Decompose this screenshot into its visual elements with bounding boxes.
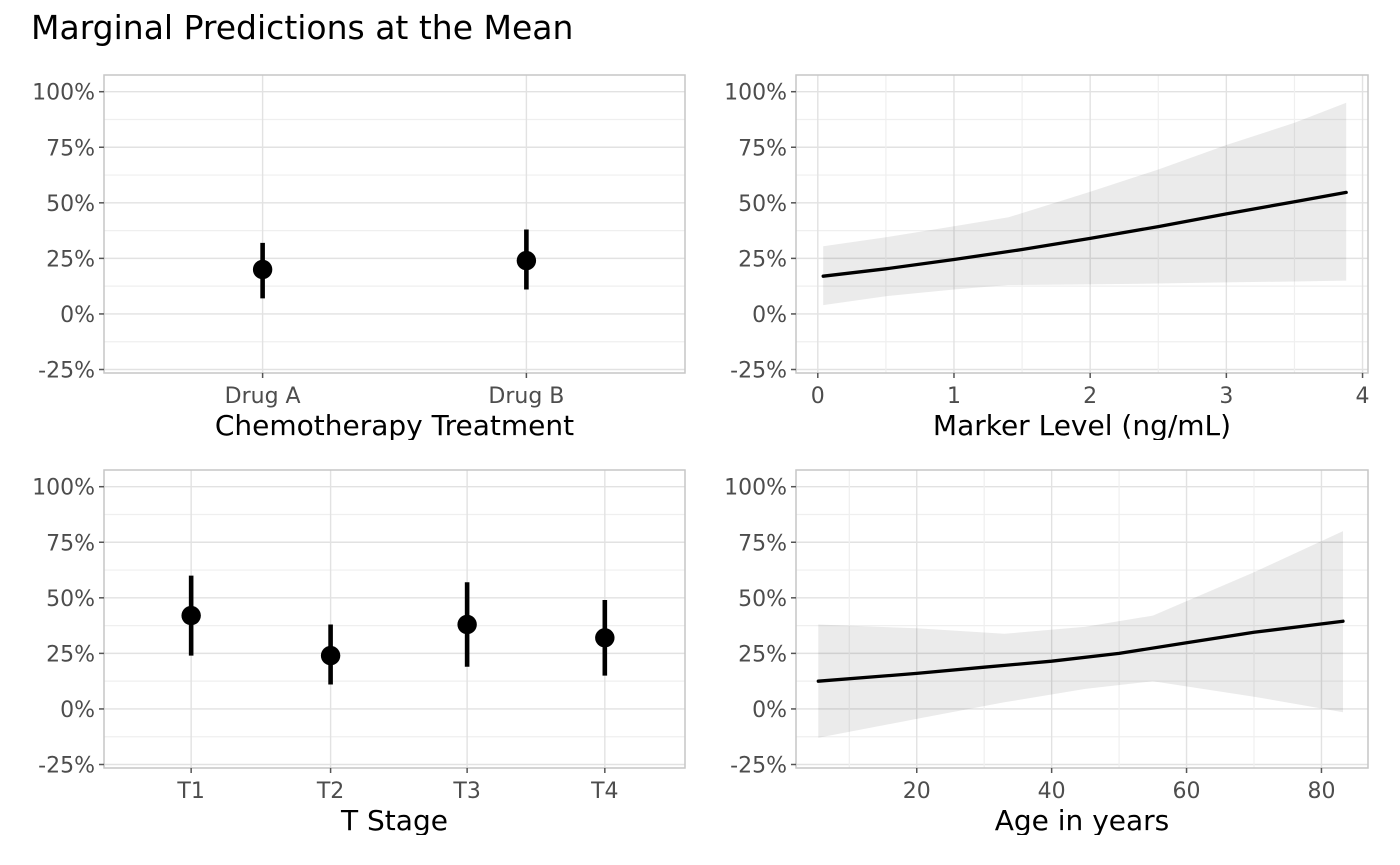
confidence-ribbon [823,102,1347,306]
y-tick-label: 100% [724,476,787,501]
x-tick-label: T2 [316,779,344,804]
y-tick-label: 50% [46,587,95,612]
panel-border [795,469,1369,769]
prediction-point [595,628,615,648]
figure-title: Marginal Predictions at the Mean [31,8,574,47]
x-tick-label: 20 [903,779,931,804]
y-tick-label: 25% [46,642,95,667]
x-axis-title: T Stage [340,804,448,835]
y-tick-label: 100% [32,81,95,106]
y-tick-label: -25% [38,754,95,779]
y-tick-label: 75% [738,531,787,556]
y-tick-label: 50% [46,192,95,217]
y-tick-label: 0% [752,698,787,723]
x-tick-label: Drug A [225,384,301,409]
chemotherapy-treatment-chart: -25% 0% 25% 50% 75% 100% Drug A Drug BChemother… [32,74,686,440]
panel-background [796,470,1368,768]
x-tick-label: 80 [1307,779,1335,804]
y-tick-label: 100% [724,81,787,106]
x-tick-label: 3 [1219,384,1233,409]
prediction-line [816,619,1345,683]
panel-border [103,469,686,769]
panel-background [104,75,685,373]
y-tick-label: 100% [32,476,95,501]
x-tick-label: T3 [452,779,480,804]
x-tick-label: 4 [1356,384,1370,409]
prediction-point [181,605,201,626]
y-tick-label: 75% [46,531,95,556]
y-tick-label: -25% [38,359,95,384]
y-tick-label: 25% [738,247,787,272]
y-tick-label: 0% [60,303,95,328]
prediction-point [457,614,477,635]
prediction-point [252,259,273,280]
x-tick-label: 40 [1038,779,1066,804]
x-axis-title: Age in years [995,804,1170,835]
y-tick-label: 50% [738,587,787,612]
y-tick-label: 25% [738,642,787,667]
y-tick-label: 75% [738,136,787,161]
x-axis-title: Marker Level (ng/mL) [933,409,1231,440]
prediction-point [516,250,537,271]
x-tick-label: T4 [590,779,618,804]
panel-border [103,74,686,374]
t-stage-chart: -25% 0% 25% 50% 75% 100% T1 T2 T3 T4 T Stage [32,469,686,835]
panel-background [796,75,1368,373]
x-tick-label: T1 [176,779,204,804]
x-tick-label: Drug B [488,384,564,409]
x-tick-label: 0 [811,384,825,409]
prediction-line [821,190,1348,278]
age-chart: -25% 0% 25% 50% 75% 100% 20 40 60 80 Age in years [724,469,1369,835]
panel-grid: -25% 0% 25% 50% 75% 100% Drug A Drug B Chemother… [0,60,1400,835]
panel-background [104,470,685,768]
y-tick-label: 50% [738,192,787,217]
y-tick-label: -25% [730,359,787,384]
y-tick-label: 0% [752,303,787,328]
panel-border [795,74,1369,374]
marker-level-chart: -25% 0% 25% 50% 75% 100% 0 1 2 3 4 Marker Level (ng… [724,74,1370,440]
confidence-ribbon [818,531,1343,738]
x-tick-label: 60 [1173,779,1201,804]
y-tick-label: 0% [60,698,95,723]
y-tick-label: 25% [46,247,95,272]
x-tick-label: 2 [1083,384,1097,409]
y-tick-label: 75% [46,136,95,161]
y-tick-label: -25% [730,754,787,779]
x-tick-label: 1 [947,384,961,409]
prediction-point [320,645,341,666]
x-axis-title: Chemotherapy Treatment [215,409,574,440]
